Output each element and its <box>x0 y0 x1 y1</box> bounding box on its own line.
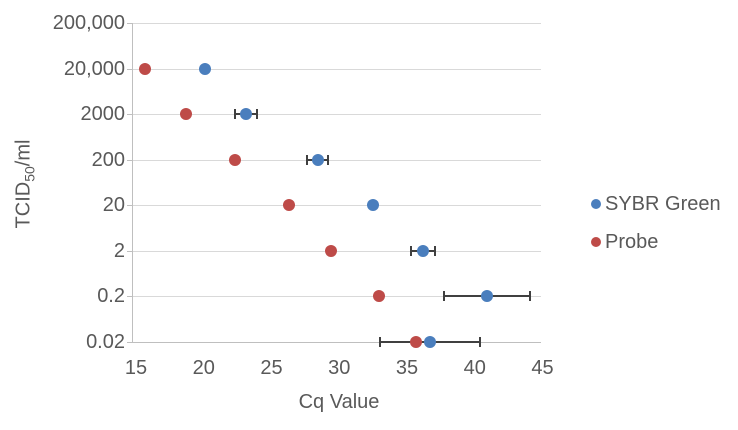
data-point-probe <box>139 62 152 75</box>
x-tick-label: 25 <box>260 357 283 379</box>
y-axis-tick <box>127 159 132 161</box>
y-tick-label: 2000 <box>80 103 126 126</box>
gridline <box>133 296 541 298</box>
legend-marker-sybr-green-icon <box>591 199 601 209</box>
y-axis-tick <box>127 68 132 70</box>
x-tick-label: 35 <box>395 357 419 379</box>
gridline <box>133 23 541 24</box>
y-tick-label: 0.02 <box>86 331 125 353</box>
data-point-sybr-green <box>199 62 212 75</box>
x-tick-label: 20 <box>192 357 215 379</box>
y-tick-label: 20 <box>102 194 125 217</box>
data-point-probe <box>180 108 193 121</box>
data-point-probe <box>372 290 385 303</box>
gridline <box>133 159 541 161</box>
error-bar-cap <box>410 245 413 256</box>
error-bar-cap <box>378 337 381 347</box>
data-point-sybr-green <box>424 336 437 348</box>
legend-label-probe: Probe <box>605 231 659 253</box>
error-bar-cap <box>529 291 532 302</box>
x-tick-label: 30 <box>328 357 351 379</box>
gridline <box>133 68 541 70</box>
y-axis-tick <box>127 205 132 207</box>
error-bar-cap <box>434 245 437 256</box>
y-axis-tick <box>127 114 132 116</box>
x-tick-label: 15 <box>124 357 148 379</box>
error-bar-cap <box>327 154 330 165</box>
x-tick-label: 40 <box>463 357 486 379</box>
error-bar-cap <box>479 337 482 347</box>
data-point-probe <box>325 244 338 257</box>
y-axis-tick <box>127 342 132 343</box>
gridline <box>133 205 541 207</box>
data-point-probe <box>283 199 296 212</box>
data-point-probe <box>410 336 423 348</box>
error-bar-cap <box>255 109 258 120</box>
x-tick-label: 45 <box>531 357 554 379</box>
data-point-sybr-green <box>311 153 324 166</box>
gridline <box>133 114 541 116</box>
legend-label-sybr-green: SYBR Green <box>605 193 721 215</box>
y-axis-tick <box>127 296 132 298</box>
y-tick-label: 200,000 <box>52 12 125 34</box>
data-point-probe <box>228 153 241 166</box>
error-bar-cap <box>305 154 308 165</box>
error-bar-cap <box>233 109 236 120</box>
y-axis-tick <box>127 23 132 24</box>
data-point-sybr-green <box>417 244 430 257</box>
error-bar-cap <box>442 291 445 302</box>
y-tick-label: 20,000 <box>63 57 125 80</box>
y-tick-label: 2 <box>113 239 125 262</box>
y-axis-tick <box>127 250 132 252</box>
y-tick-label: 200 <box>91 148 125 171</box>
legend-item-probe: Probe <box>591 232 658 252</box>
data-point-sybr-green <box>480 290 493 303</box>
legend-marker-probe-icon <box>591 237 601 247</box>
data-point-sybr-green <box>367 199 380 212</box>
legend-item-sybr-green: SYBR Green <box>591 194 721 214</box>
x-axis-title: Cq Value <box>298 391 380 413</box>
data-point-sybr-green <box>239 108 252 121</box>
y-tick-label: 0.2 <box>97 285 125 308</box>
